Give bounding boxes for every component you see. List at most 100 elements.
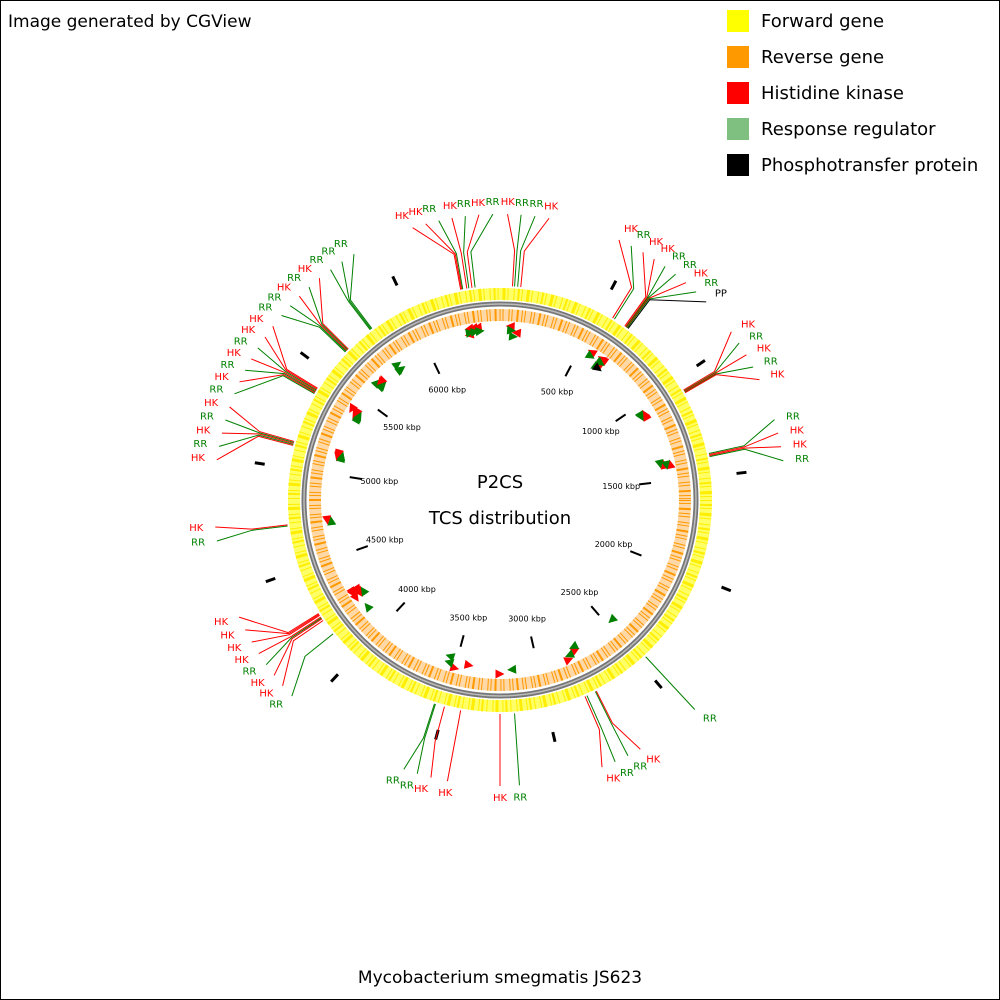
feature-leader [463, 216, 470, 289]
feature-marker [364, 602, 374, 613]
feature-leader [272, 326, 318, 389]
legend-label: Response regulator [761, 119, 936, 140]
feature-label: RR [310, 255, 324, 266]
feature-label: HK [408, 207, 423, 218]
feature-leader [466, 214, 480, 288]
feature-marker [564, 649, 575, 658]
tick-label: 5000 kbp [361, 477, 399, 486]
inner-tick [564, 365, 572, 377]
feature-leader [239, 374, 316, 394]
feature-leader [613, 245, 635, 320]
forward-genes [288, 288, 712, 712]
feature-marker [351, 583, 361, 594]
feature-label: HK [220, 630, 235, 641]
feature-label: HK [215, 372, 230, 383]
feature-label: RR [234, 336, 248, 347]
feature-label: RR [287, 273, 301, 284]
outer-tick [695, 359, 706, 368]
outer-tick [330, 673, 340, 683]
feature-label: RR [221, 360, 235, 371]
feature-marker [349, 591, 359, 602]
feature-label: RR [764, 356, 778, 367]
feature-leader [251, 614, 320, 643]
feature-label: RR [620, 768, 634, 779]
feature-marker [569, 647, 580, 657]
feature-label: HK [646, 755, 661, 766]
inner-tick [590, 605, 600, 616]
feature-label: HK [414, 784, 429, 795]
feature-marker [654, 459, 664, 469]
inner-tick [530, 636, 535, 649]
feature-leader [318, 278, 349, 350]
tick-label: 6000 kbp [428, 386, 466, 395]
feature-label: RR [637, 230, 651, 241]
feature-label: HK [189, 523, 204, 534]
feature-marker [511, 328, 522, 338]
feature-leader [238, 613, 319, 634]
feature-leader [451, 217, 468, 289]
feature-leader [709, 432, 779, 456]
feature-marker [377, 375, 388, 385]
legend-swatch [727, 10, 749, 32]
tick-label: 5500 kbp [383, 423, 421, 432]
feature-leader [612, 239, 633, 319]
feature-marker [584, 350, 595, 359]
inner-tick [349, 476, 362, 480]
feature-marker [327, 516, 337, 526]
feature-label: HK [395, 211, 410, 222]
feature-leader [216, 525, 288, 542]
feature-leader [514, 214, 522, 287]
feature-leader [624, 252, 647, 327]
header-title: Image generated by CGView [8, 12, 252, 32]
feature-leader [265, 617, 322, 666]
feature-marker [643, 411, 652, 422]
feature-leader [216, 435, 294, 461]
feature-leader [264, 336, 318, 390]
feature-leader [257, 347, 317, 391]
outer-tick [720, 585, 732, 593]
organism-name: Mycobacterium smegmatis JS623 [358, 968, 642, 988]
feature-label: HK [471, 198, 486, 209]
feature-label: RR [258, 303, 272, 314]
feature-leader [595, 690, 641, 750]
feature-marker [353, 406, 363, 417]
feature-label: HK [214, 617, 229, 628]
feature-label: RR [530, 199, 544, 210]
feature-leader [645, 656, 696, 710]
reverse-genes [309, 309, 691, 691]
feature-label: HK [259, 689, 274, 700]
feature-leader [586, 695, 616, 762]
feature-leader [708, 419, 775, 455]
feature-label: RR [200, 412, 214, 423]
inner-tick [377, 408, 389, 418]
feature-leader [517, 215, 536, 287]
tick-label: 3500 kbp [449, 613, 487, 622]
feature-marker [599, 357, 610, 367]
feature-marker [569, 640, 580, 649]
feature-marker [444, 659, 455, 668]
tick-label: 1500 kbp [602, 482, 640, 491]
feature-marker [507, 664, 517, 674]
feature-label: RR [334, 239, 348, 250]
feature-label: RR [513, 792, 527, 803]
feature-marker [508, 331, 519, 341]
feature-label: RR [400, 780, 414, 791]
tick-label: 4500 kbp [366, 536, 404, 545]
feature-label: HK [694, 269, 709, 280]
feature-marker [322, 515, 332, 525]
feature-label: RR [422, 204, 436, 215]
outer-tick [391, 275, 399, 287]
feature-label: RR [683, 260, 697, 271]
outer-tick [299, 351, 310, 360]
feature-leader [225, 419, 295, 443]
feature-leader [684, 354, 747, 392]
feature-marker [506, 325, 517, 335]
outer-tick [265, 576, 276, 584]
feature-marker [335, 448, 344, 459]
feature-leader [709, 446, 782, 457]
feature-leader [403, 703, 435, 770]
feature-leader [627, 299, 707, 329]
feature-label: HK [227, 348, 242, 359]
feature-leader [308, 286, 348, 351]
feature-leader [245, 613, 320, 635]
